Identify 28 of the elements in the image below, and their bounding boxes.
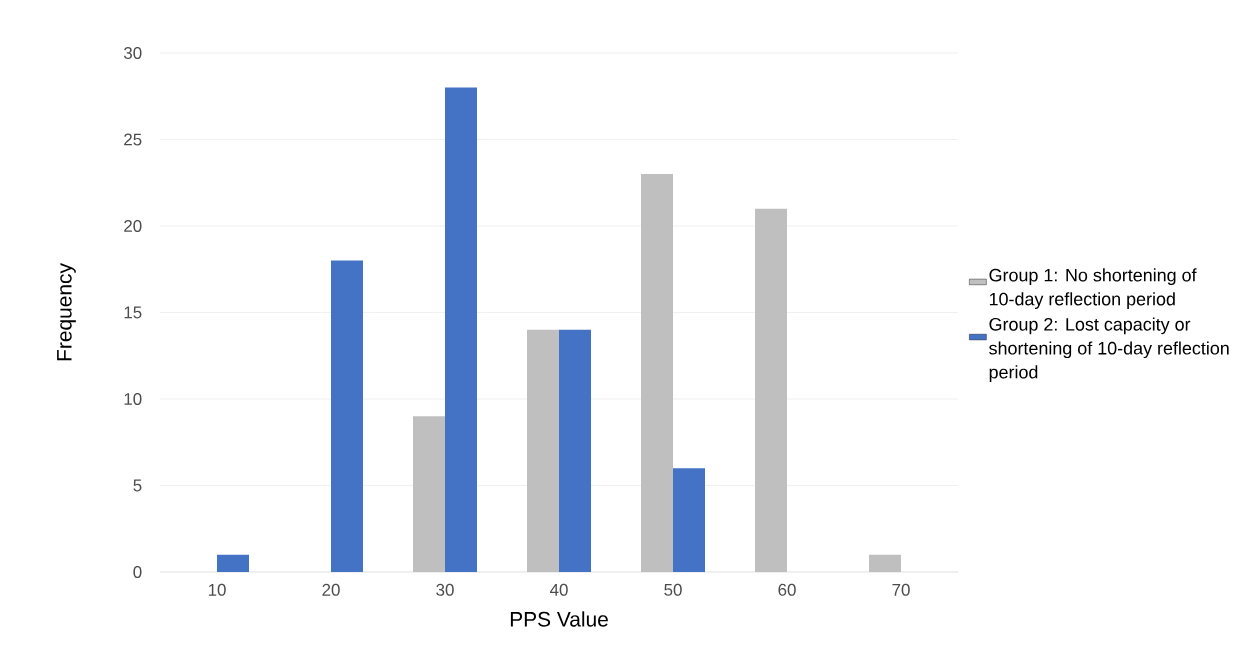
bar bbox=[413, 416, 446, 572]
x-tick-label: 10 bbox=[208, 583, 226, 596]
y-tick-label: 25 bbox=[124, 133, 142, 146]
x-tick-label: 50 bbox=[664, 583, 682, 596]
y-tick-label: 5 bbox=[133, 479, 142, 492]
legend-label: Group 1: No shortening of 10-day reflection period bbox=[989, 268, 1197, 309]
bar bbox=[445, 87, 478, 572]
y-tick-label: 0 bbox=[133, 565, 142, 578]
bar bbox=[641, 174, 674, 572]
bar bbox=[755, 208, 788, 572]
bar bbox=[217, 554, 250, 572]
x-tick-label: 20 bbox=[322, 583, 340, 596]
y-axis-title: Frequency bbox=[57, 263, 76, 361]
legend-label: Group 2: Lost capacity or shortening of 10-day reflection period bbox=[989, 317, 1229, 383]
y-tick-label: 15 bbox=[124, 306, 142, 319]
bar bbox=[673, 468, 706, 572]
y-tick-label: 20 bbox=[124, 219, 142, 232]
bar bbox=[331, 260, 364, 572]
y-tick-label: 30 bbox=[123, 46, 142, 59]
x-tick-label: 40 bbox=[549, 583, 568, 596]
x-tick-label: 60 bbox=[778, 583, 796, 596]
bar bbox=[527, 329, 560, 572]
bar bbox=[869, 554, 902, 572]
x-tick-label: 70 bbox=[892, 583, 910, 596]
y-tick-label: 10 bbox=[124, 392, 142, 405]
x-tick-label: 30 bbox=[436, 583, 454, 596]
bar bbox=[559, 329, 592, 572]
x-axis-title: PPS Value bbox=[510, 611, 608, 627]
